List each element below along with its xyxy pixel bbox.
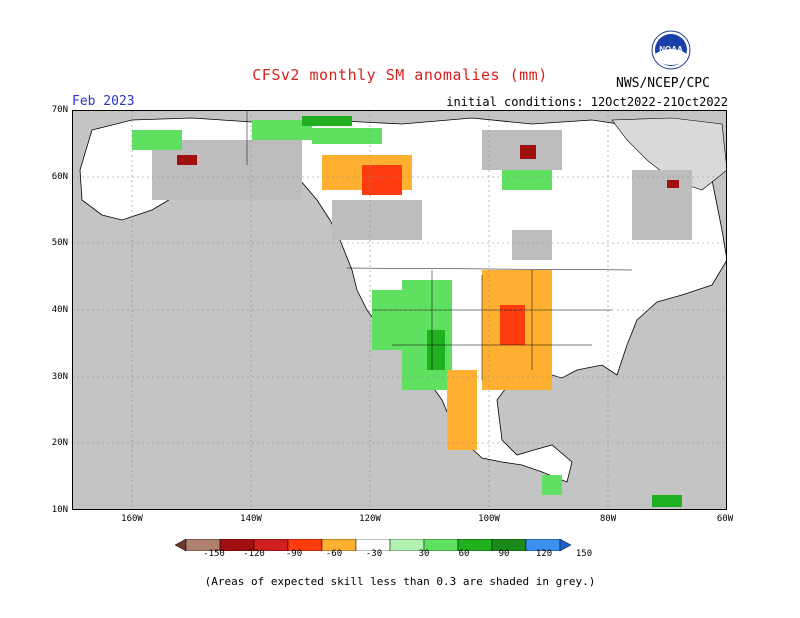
colorbar-tick: -60 [325,549,343,559]
lon-label: 80W [599,514,617,524]
lat-label: 20N [51,438,68,448]
lat-label: 70N [51,105,68,115]
lon-label: 60W [716,514,734,524]
colorbar-tick: -30 [365,549,383,559]
colorbar-tick: -90 [285,549,303,559]
noaa-logo: NOAA [651,30,691,70]
lat-label: 40N [51,305,68,315]
colorbar-left-arrow [174,538,187,552]
negative-anomalies [322,155,552,450]
strong-positive-anomalies [302,116,682,507]
colorbar-tick: 150 [575,549,593,559]
initial-conditions: initial conditions: 12Oct2022-21Oct2022 [446,95,728,109]
logo-text: NOAA [659,45,683,54]
lon-label: 100W [478,514,500,524]
colorbar-tick: -150 [203,549,225,559]
colorbar-tick: 90 [498,549,510,559]
lat-label: 30N [51,372,68,382]
colorbar-tick: 120 [535,549,553,559]
lon-label: 160W [121,514,143,524]
lat-label: 10N [51,505,68,515]
lat-label: 50N [51,238,68,248]
forecast-month: Feb 2023 [72,94,135,109]
colorbar-tick: -120 [243,549,265,559]
colorbar [174,536,625,552]
greenland [611,117,727,191]
lon-label: 120W [359,514,381,524]
lon-label: 140W [240,514,262,524]
strong-negative-anomalies [362,165,525,345]
very-strong-negative-anomalies [177,145,679,188]
anomaly-map [72,110,727,510]
graticule [72,110,727,510]
map-frame [72,110,727,510]
colorbar-tick: 30 [418,549,430,559]
colorbar-right-arrow [559,538,572,552]
agency-label: NWS/NCEP/CPC [616,76,710,91]
skill-note: (Areas of expected skill less than 0.3 a… [204,575,596,588]
map-title: CFSv2 monthly SM anomalies (mm) [252,66,548,84]
colorbar-tick: 60 [458,549,470,559]
lat-label: 60N [51,172,68,182]
